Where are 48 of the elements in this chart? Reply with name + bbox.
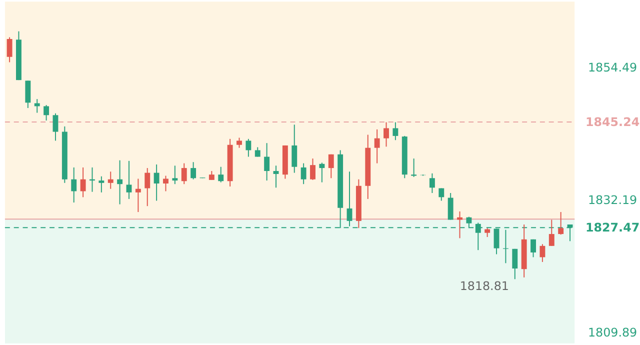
candlestick — [80, 166, 86, 198]
candlestick — [457, 210, 462, 239]
candlestick — [346, 171, 352, 227]
candlestick — [264, 142, 270, 182]
candlestick — [236, 137, 242, 148]
candlestick — [273, 165, 279, 188]
candlestick — [448, 192, 454, 220]
candlestick — [135, 178, 141, 213]
candlestick — [300, 162, 306, 185]
y-tick-label: 1854.49 — [588, 60, 638, 75]
ref-line-label: 1827.47 — [586, 220, 640, 235]
candlestick — [190, 162, 196, 180]
y-tick-label: 1809.89 — [588, 326, 638, 340]
candlestick — [310, 158, 316, 180]
candlestick — [172, 165, 178, 185]
candlestick — [530, 238, 536, 258]
candlestick — [44, 104, 50, 121]
candlestick — [540, 244, 546, 262]
candlestick — [246, 138, 252, 158]
candlestick — [429, 172, 435, 194]
candlestick — [52, 112, 58, 142]
candlestick — [548, 219, 554, 246]
candlestick — [384, 122, 389, 148]
candlestick — [292, 124, 298, 174]
candlestick — [512, 248, 518, 280]
candlestick — [34, 98, 40, 114]
candlestick — [392, 122, 398, 141]
candlestick — [6, 36, 12, 63]
ref-line-label: 1845.24 — [586, 114, 640, 129]
candlestick — [328, 154, 334, 179]
y-tick-label: 1832.19 — [588, 193, 638, 208]
candlestick — [117, 160, 123, 205]
candlestick — [25, 80, 31, 108]
candlestick — [144, 168, 150, 207]
candlestick — [319, 162, 325, 183]
candlestick — [411, 158, 417, 178]
candlestick — [98, 176, 104, 193]
candlestick — [126, 160, 132, 200]
candlestick — [558, 212, 564, 236]
candlestick — [154, 164, 160, 202]
candlestick — [374, 128, 380, 164]
candlestick — [181, 162, 187, 185]
candlestick — [71, 166, 77, 204]
candlestick — [438, 188, 444, 202]
candlestick — [218, 166, 224, 183]
annotation: 1818.81 — [460, 279, 509, 294]
candlestick — [163, 175, 168, 192]
candlestick — [108, 171, 114, 190]
